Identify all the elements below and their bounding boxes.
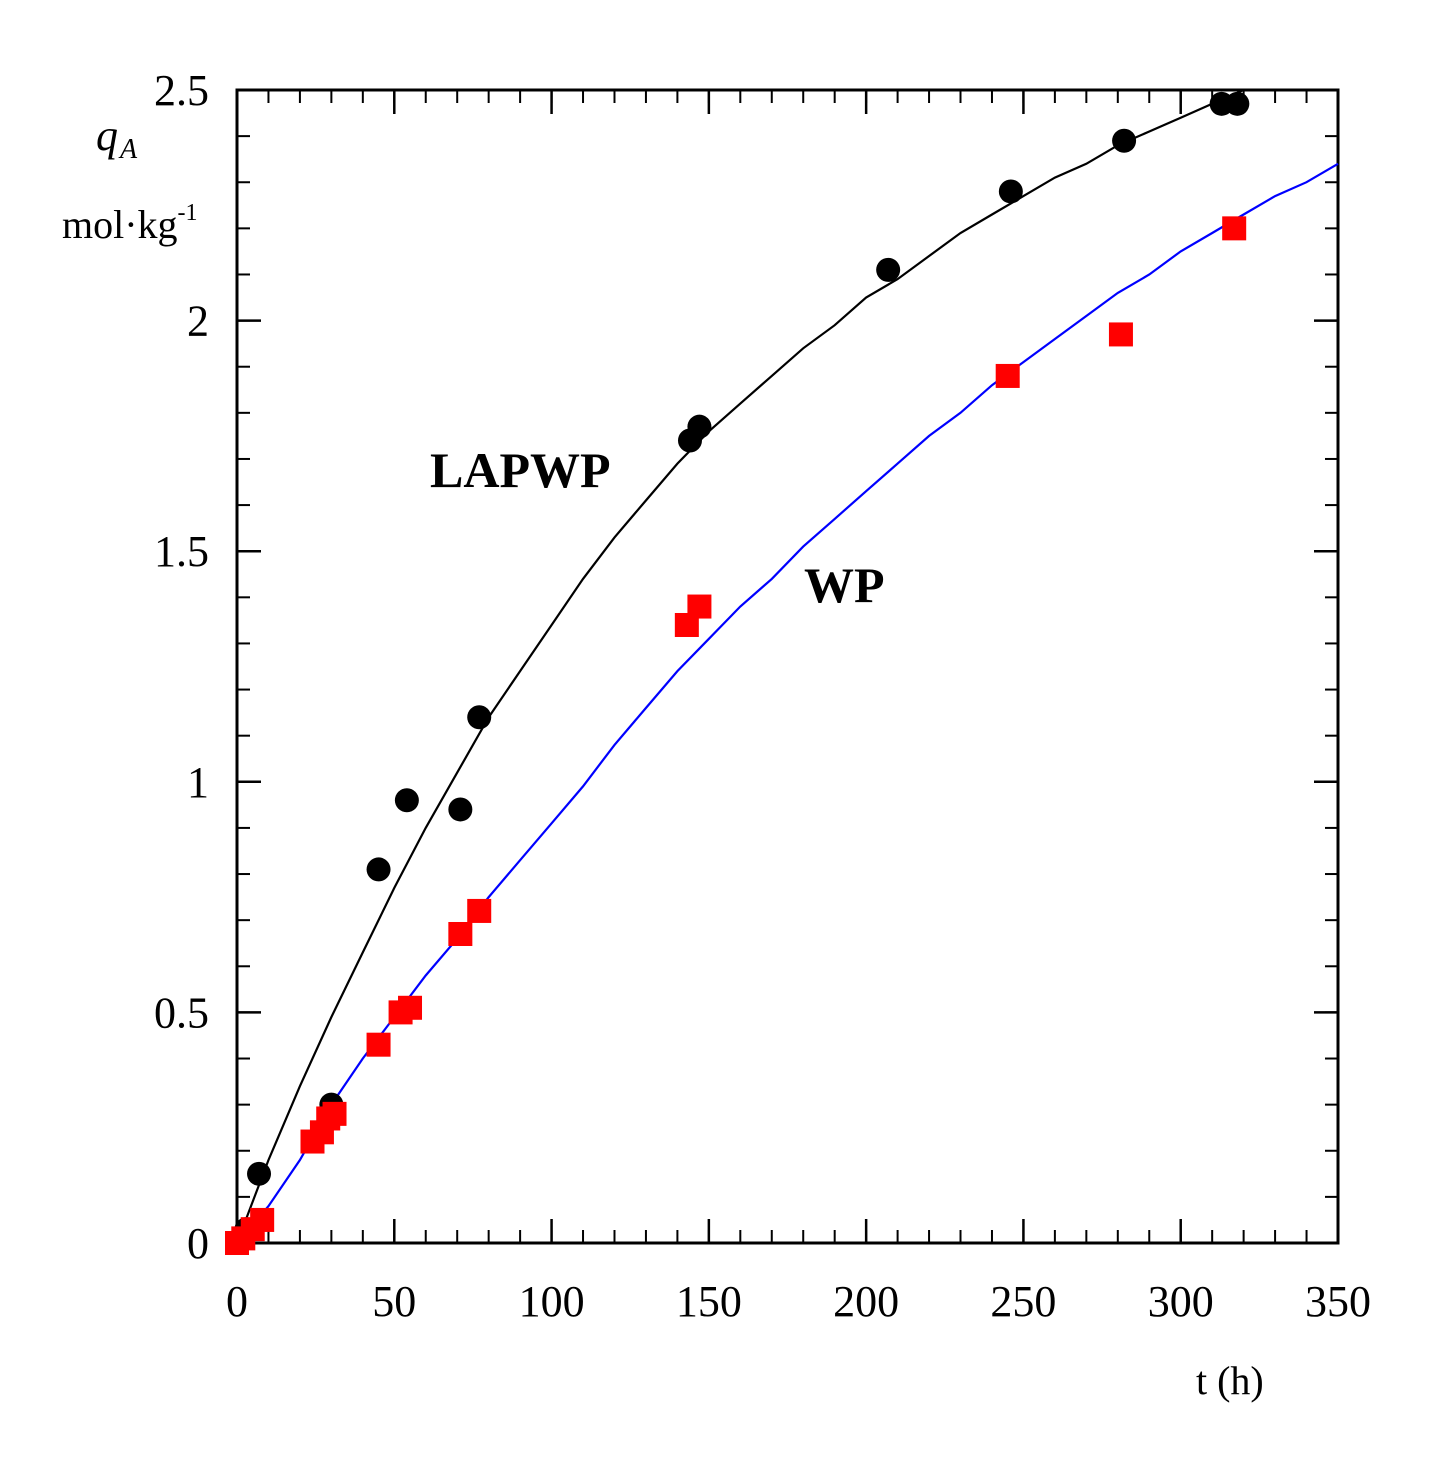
point-lapwp — [394, 788, 419, 813]
plot-frame — [235, 88, 1340, 1245]
point-lapwp — [1112, 128, 1137, 153]
point-lapwp — [998, 179, 1023, 204]
point-lapwp — [448, 797, 473, 822]
markers — [225, 91, 1250, 1255]
x-tick-label: 0 — [226, 1277, 248, 1326]
point-lapwp — [876, 257, 901, 282]
point-wp — [1222, 216, 1247, 241]
point-wp — [366, 1032, 391, 1057]
x-tick-label: 350 — [1305, 1277, 1371, 1326]
series-label-wp: WP — [804, 557, 885, 613]
y-axis-label: qA — [96, 111, 138, 165]
y-tick-label: 1.5 — [154, 527, 209, 576]
point-wp — [995, 363, 1020, 388]
point-lapwp — [687, 414, 712, 439]
y-axis-unit: mol·kg-1 — [62, 200, 198, 247]
point-wp — [1108, 322, 1133, 347]
point-wp — [322, 1101, 347, 1126]
point-lapwp — [366, 857, 391, 882]
x-axis-label: t (h) — [1196, 1358, 1264, 1403]
y-tick-labels: 0 0.5 1 1.5 2 2.5 — [154, 66, 209, 1268]
y-tick-label: 0.5 — [154, 988, 209, 1037]
y-axis-unit-text: mol·kg — [62, 202, 178, 247]
series-label-lapwp: LAPWP — [430, 442, 611, 498]
point-wp — [467, 898, 492, 923]
point-wp — [250, 1207, 275, 1232]
point-wp — [448, 921, 473, 946]
x-tick-label: 100 — [519, 1277, 585, 1326]
x-tick-label: 300 — [1148, 1277, 1214, 1326]
y-tick-label: 2 — [187, 297, 209, 346]
major-ticks — [235, 88, 1340, 1245]
y-axis-unit-exponent: -1 — [178, 200, 198, 226]
plot-border — [235, 88, 1340, 1245]
x-tick-label: 50 — [372, 1277, 416, 1326]
point-wp — [687, 594, 712, 619]
y-tick-label: 1 — [187, 758, 209, 807]
fit-line-lapwp — [235, 88, 1245, 1244]
y-axis-symbol: q — [96, 111, 118, 160]
point-wp — [398, 995, 423, 1020]
y-tick-label: 2.5 — [154, 66, 209, 115]
y-tick-label: 0 — [187, 1219, 209, 1268]
y-axis-subscript: A — [118, 134, 138, 165]
x-tick-labels: 0 50 100 150 200 250 300 350 — [226, 1277, 1371, 1326]
x-tick-label: 150 — [676, 1277, 742, 1326]
point-lapwp — [1225, 91, 1250, 116]
fit-line-wp — [236, 162, 1339, 1244]
point-lapwp — [247, 1161, 272, 1186]
x-tick-label: 200 — [833, 1277, 899, 1326]
x-tick-label: 250 — [990, 1277, 1056, 1326]
point-lapwp — [467, 705, 492, 730]
fit-lines — [235, 88, 1339, 1244]
